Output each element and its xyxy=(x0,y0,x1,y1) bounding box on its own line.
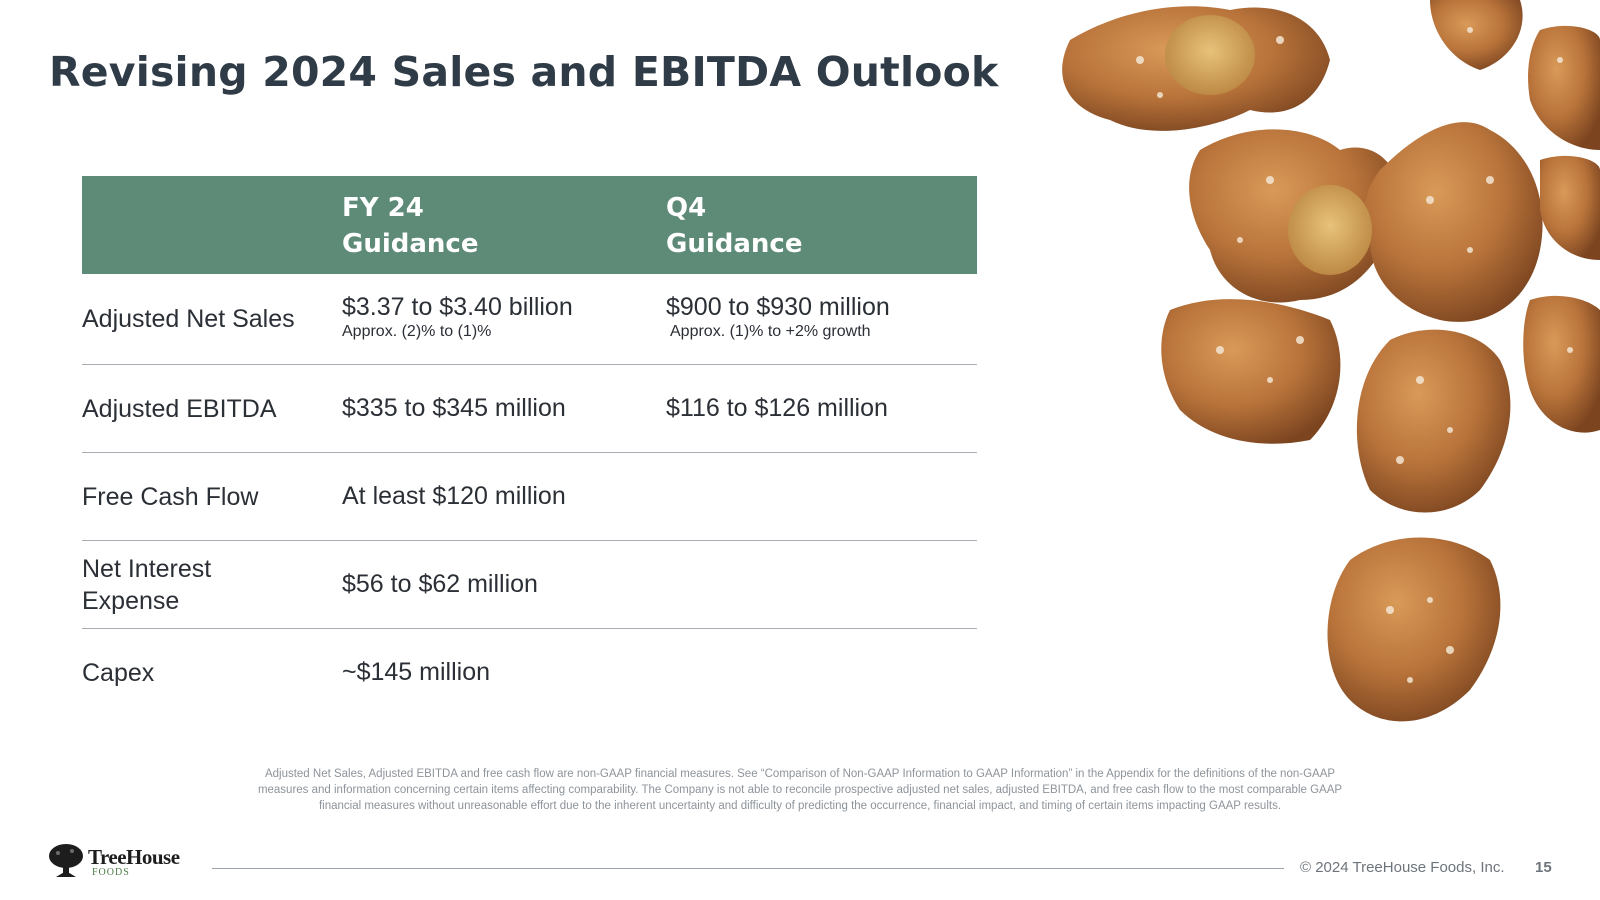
row-label: Adjusted Net Sales xyxy=(82,305,295,333)
table-row-net-interest-expense: Net Interest Expense $56 to $62 million xyxy=(82,541,977,629)
treehouse-logo: TreeHouse FOODS xyxy=(48,843,208,879)
copyright-text: © 2024 TreeHouse Foods, Inc. xyxy=(1300,859,1505,876)
table-row-capex: Capex ~$145 million xyxy=(82,629,977,716)
table-header: FY 24 Guidance Q4 Guidance xyxy=(82,176,977,274)
row-label: Adjusted EBITDA xyxy=(82,395,277,423)
pretzel-bites-image xyxy=(1062,0,1600,722)
table-row-free-cash-flow: Free Cash Flow At least $120 million xyxy=(82,453,977,541)
guidance-table: FY 24 Guidance Q4 Guidance Adjusted Net … xyxy=(82,176,977,716)
logo-wordmark: TreeHouse xyxy=(88,845,180,869)
row-label: Net Interest Expense xyxy=(82,555,212,615)
footnote: Adjusted Net Sales, Adjusted EBITDA and … xyxy=(257,768,1343,812)
fy24-value: $335 to $345 million xyxy=(342,394,566,422)
footer-divider xyxy=(212,868,1284,869)
row-label: Free Cash Flow xyxy=(82,483,259,511)
q4-cell: $900 to $930 million Approx. (1)% to +2%… xyxy=(666,292,890,342)
fy24-value: $3.37 to $3.40 billion xyxy=(342,293,573,321)
q4-value: $900 to $930 million xyxy=(666,293,890,321)
page-number: 15 xyxy=(1535,859,1552,876)
fy24-value: ~$145 million xyxy=(342,658,491,686)
logo-subtext: FOODS xyxy=(92,867,130,878)
fy24-value: $56 to $62 million xyxy=(342,570,538,598)
q4-value: $116 to $126 million xyxy=(666,394,888,422)
tree-icon xyxy=(49,844,83,877)
table-row-adjusted-ebitda: Adjusted EBITDA $335 to $345 million $11… xyxy=(82,365,977,453)
table-row-adjusted-net-sales: Adjusted Net Sales $3.37 to $3.40 billio… xyxy=(82,274,977,365)
fy24-cell: $3.37 to $3.40 billion Approx. (2)% to (… xyxy=(342,292,573,342)
fy24-value: At least $120 million xyxy=(342,482,566,510)
row-label: Capex xyxy=(82,659,155,687)
slide-title: Revising 2024 Sales and EBITDA Outlook xyxy=(49,48,999,96)
header-q4: Q4 Guidance xyxy=(666,193,803,259)
header-fy24: FY 24 Guidance xyxy=(342,193,479,259)
fy24-note: Approx. (2)% to (1)% xyxy=(342,323,492,340)
q4-note: Approx. (1)% to +2% growth xyxy=(670,323,871,340)
